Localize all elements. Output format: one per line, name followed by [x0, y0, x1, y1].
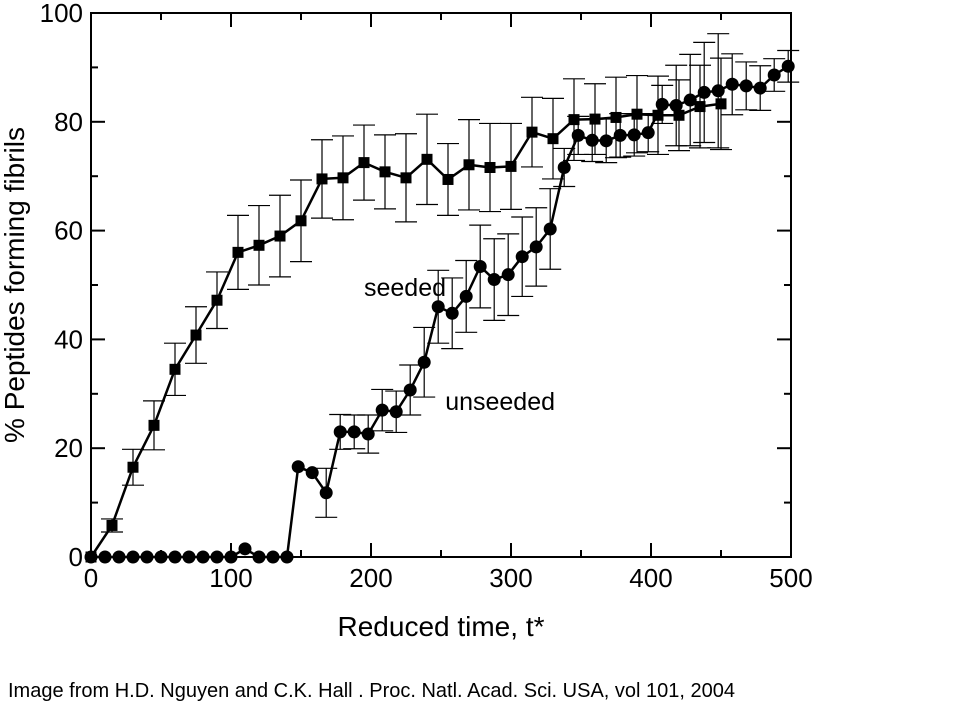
data-point-seeded — [547, 133, 559, 145]
data-point-unseeded — [333, 425, 347, 439]
data-point-unseeded — [347, 425, 361, 439]
series-markers — [84, 59, 795, 564]
x-tick-label: 100 — [209, 563, 252, 593]
annotation-seeded: seeded — [364, 274, 446, 302]
data-point-unseeded — [753, 81, 767, 95]
y-tick-label: 0 — [69, 542, 83, 572]
data-point-seeded — [463, 159, 475, 171]
data-point-unseeded — [473, 260, 487, 274]
data-point-unseeded — [613, 128, 627, 142]
data-point-seeded — [421, 153, 433, 165]
data-point-seeded — [358, 157, 370, 169]
data-point-seeded — [316, 173, 328, 185]
data-point-unseeded — [669, 98, 683, 112]
data-point-unseeded — [739, 79, 753, 93]
y-tick-label: 100 — [40, 0, 83, 28]
data-point-seeded — [148, 419, 160, 431]
data-point-unseeded — [445, 306, 459, 320]
x-tick-label: 300 — [489, 563, 532, 593]
data-point-unseeded — [403, 383, 417, 397]
data-point-unseeded — [389, 405, 403, 419]
data-point-unseeded — [557, 160, 571, 174]
data-point-seeded — [589, 113, 601, 125]
data-point-unseeded — [781, 59, 795, 73]
data-point-seeded — [253, 239, 265, 251]
data-point-seeded — [106, 519, 118, 531]
data-point-unseeded — [683, 93, 697, 107]
data-point-unseeded — [599, 134, 613, 148]
data-point-seeded — [211, 294, 223, 306]
data-point-unseeded — [515, 250, 529, 264]
data-point-seeded — [400, 172, 412, 184]
data-point-seeded — [337, 172, 349, 184]
x-axis-title: Reduced time, t* — [338, 611, 545, 642]
data-point-seeded — [379, 166, 391, 178]
data-point-unseeded — [238, 542, 252, 556]
data-point-unseeded — [655, 97, 669, 111]
data-point-seeded — [295, 215, 307, 227]
data-point-unseeded — [487, 273, 501, 287]
data-point-seeded — [484, 161, 496, 173]
data-point-unseeded — [375, 403, 389, 417]
data-point-seeded — [610, 111, 622, 123]
data-point-seeded — [694, 101, 706, 113]
data-point-unseeded — [697, 85, 711, 99]
data-point-unseeded — [767, 68, 781, 82]
y-axis-title: % Peptides forming fibrils — [0, 127, 30, 443]
y-tick-label: 80 — [54, 107, 83, 137]
data-point-seeded — [127, 461, 139, 473]
data-point-seeded — [526, 126, 538, 138]
data-point-unseeded — [319, 486, 333, 500]
data-point-seeded — [652, 109, 664, 121]
y-tick-label: 40 — [54, 324, 83, 354]
data-point-unseeded — [501, 268, 515, 282]
data-point-seeded — [673, 109, 685, 121]
x-tick-label: 400 — [629, 563, 672, 593]
y-tick-label: 60 — [54, 216, 83, 246]
x-tick-label: 200 — [349, 563, 392, 593]
data-point-unseeded — [459, 289, 473, 303]
data-point-unseeded — [361, 427, 375, 441]
data-point-seeded — [715, 98, 727, 110]
data-point-unseeded — [585, 133, 599, 147]
data-point-unseeded — [305, 466, 319, 480]
data-point-unseeded — [291, 460, 305, 474]
data-point-unseeded — [725, 77, 739, 91]
data-point-seeded — [442, 173, 454, 185]
data-point-seeded — [232, 246, 244, 258]
data-point-unseeded — [543, 222, 557, 236]
data-point-unseeded — [571, 128, 585, 142]
x-tick-label: 500 — [769, 563, 812, 593]
data-point-seeded — [274, 230, 286, 242]
data-point-unseeded — [627, 128, 641, 142]
data-point-unseeded — [417, 355, 431, 369]
fibril-formation-chart: 0 100 200 300 400 500 0 20 40 60 80 100 Reduced tim… — [0, 0, 813, 642]
data-point-unseeded — [431, 300, 445, 314]
x-tick-label: 0 — [84, 563, 98, 593]
data-point-seeded — [169, 363, 181, 375]
data-point-unseeded — [529, 240, 543, 254]
data-point-seeded — [505, 160, 517, 172]
data-point-seeded — [631, 108, 643, 120]
annotation-unseeded: unseeded — [445, 388, 555, 416]
axis-ticks — [90, 12, 792, 558]
data-point-unseeded — [711, 84, 725, 98]
data-point-seeded — [190, 329, 202, 341]
y-tick-label: 20 — [54, 433, 83, 463]
source-caption: Image from H.D. Nguyen and C.K. Hall . P… — [8, 680, 735, 702]
tick-labels: 0 100 200 300 400 500 0 20 40 60 80 100 — [40, 0, 813, 593]
data-point-unseeded — [641, 126, 655, 140]
data-point-seeded — [568, 114, 580, 126]
